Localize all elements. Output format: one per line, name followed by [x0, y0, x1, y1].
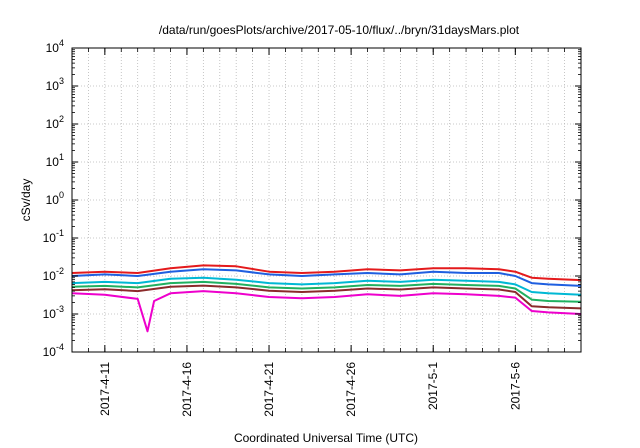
series-3-line: [71, 276, 582, 296]
y-axis-label: cSv/day: [19, 179, 33, 222]
x-axis: 2017-4-11 2017-4-16 2017-4-21 2017-4-26 2017…: [71, 48, 582, 417]
series-4-line: [71, 280, 582, 303]
x-tick-label: 2017-4-16: [180, 362, 194, 417]
y-tick-label: 103: [46, 76, 64, 93]
x-tick-label: 2017-4-21: [262, 362, 276, 417]
x-tick-label: 2017-5-6: [508, 362, 522, 410]
x-tick-label: 2017-4-11: [98, 362, 112, 416]
y-tick-label: 101: [46, 152, 64, 169]
y-tick-label: 104: [46, 38, 64, 55]
x-axis-label: Coordinated Universal Time (UTC): [234, 431, 418, 445]
series-layer: [71, 264, 582, 333]
y-tick-label: 10-3: [43, 304, 64, 321]
y-tick-label: 102: [46, 114, 64, 131]
y-tick-label: 100: [46, 190, 64, 207]
series-2-line: [71, 268, 582, 287]
y-axis: 10-4 10-3 10-2 10-1 100 101 102 103 104: [43, 38, 581, 359]
y-tick-label: 10-2: [43, 266, 64, 283]
grid: [71, 47, 582, 353]
x-tick-label: 2017-5-1: [426, 362, 440, 410]
chart-title: /data/run/goesPlots/archive/2017-05-10/f…: [159, 23, 520, 37]
series-6-line: [71, 290, 582, 333]
series-1-line: [71, 264, 582, 282]
x-tick-label: 2017-4-26: [344, 362, 358, 417]
y-tick-label: 10-1: [43, 228, 64, 245]
y-tick-label: 10-4: [43, 342, 64, 359]
series-5-line: [71, 284, 582, 310]
